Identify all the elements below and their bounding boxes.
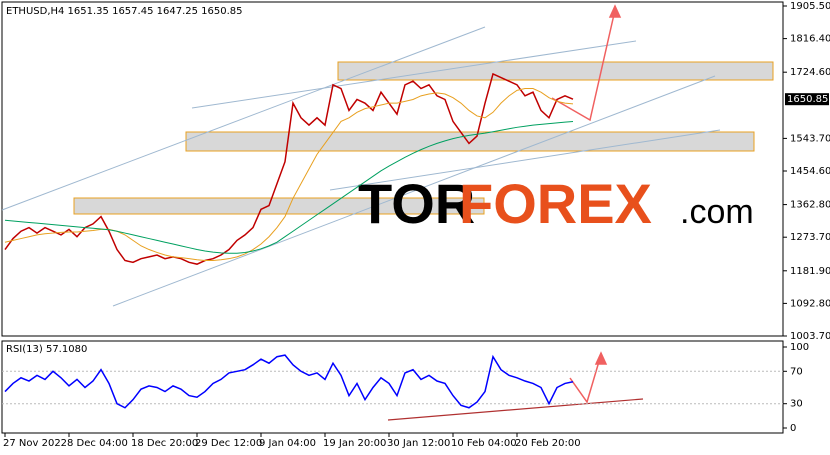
rsi-trend-line [387, 398, 644, 421]
trend-line [112, 75, 716, 307]
y-tick-label: 0 [790, 423, 796, 434]
resistance-zone [337, 61, 774, 81]
x-tick-label: 18 Dec 20:00 [131, 438, 198, 449]
watermark: FOREX [459, 172, 652, 235]
arrow-head [608, 4, 622, 18]
y-tick-label: 1273.70 [790, 232, 830, 243]
y-tick-label: 1454.60 [790, 166, 830, 177]
y-tick-label: 1816.40 [790, 34, 830, 45]
x-tick-label: 8 Dec 04:00 [67, 438, 128, 449]
y-tick-label: 1724.60 [790, 67, 830, 78]
x-tick-label: 10 Feb 04:00 [451, 438, 517, 449]
trend-line [191, 40, 637, 109]
rsi-frame [1, 340, 784, 434]
y-tick-label: 70 [790, 366, 803, 377]
rsi-forecast-path [569, 357, 601, 404]
x-tick-label: 29 Dec 12:00 [195, 438, 262, 449]
x-tick-label: 30 Jan 12:00 [387, 438, 450, 449]
y-tick-label: 1543.70 [790, 133, 830, 144]
y-tick-label: 100 [790, 342, 809, 353]
y-tick-label: 1362.80 [790, 200, 830, 211]
y-tick-label: 30 [790, 399, 803, 410]
trend-line [329, 129, 721, 191]
watermark: TOR [358, 172, 475, 235]
channel-lines [1, 26, 721, 307]
indicator-line [4, 354, 574, 409]
y-tick-label: 1092.80 [790, 298, 830, 309]
x-tick-label: 9 Jan 04:00 [259, 438, 316, 449]
watermark: .com [680, 193, 754, 231]
x-tick-label: 27 Nov 2022 [3, 438, 67, 449]
price-tag [785, 93, 829, 106]
price-tag-label: 1650.85 [787, 94, 828, 105]
indicator-line [4, 88, 574, 262]
forecast-path [551, 9, 616, 122]
x-tick-label: 19 Jan 20:00 [323, 438, 386, 449]
indicator-line [4, 120, 574, 254]
arrow-head [594, 351, 608, 365]
rsi-title: RSI(13) 57.1080 [6, 344, 87, 355]
chart-title: ETHUSD,H4 1651.35 1657.45 1647.25 1650.8… [6, 6, 243, 17]
main-frame [1, 1, 784, 337]
price-line [4, 72, 574, 265]
y-tick-label: 1003.70 [790, 331, 830, 342]
y-tick-label: 1181.90 [790, 266, 830, 277]
trend-line [1, 26, 486, 211]
support-zone [73, 197, 485, 215]
x-tick-label: 20 Feb 20:00 [515, 438, 581, 449]
forecast-arrow [551, 4, 622, 404]
y-tick-label: 1905.50 [790, 1, 830, 12]
